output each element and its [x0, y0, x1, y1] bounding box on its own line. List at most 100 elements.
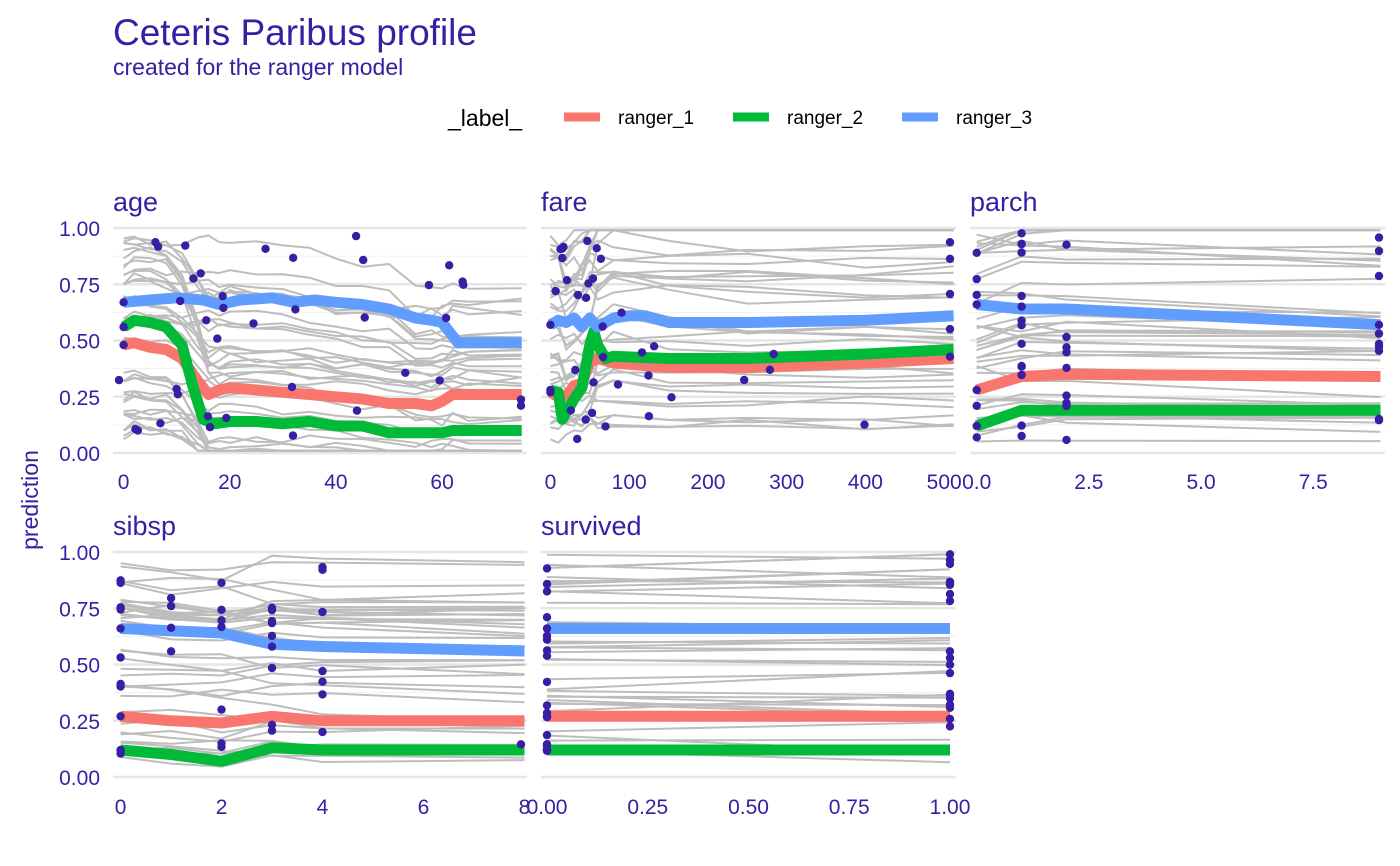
observation-point — [116, 653, 125, 662]
profile-line — [976, 329, 1381, 352]
observation-point — [945, 700, 955, 709]
profile-line — [550, 229, 954, 258]
observation-point — [740, 375, 749, 385]
observation-point — [581, 415, 590, 424]
profile-line — [120, 754, 525, 768]
observation-point-ranger_2 — [116, 745, 125, 755]
profile-line — [546, 553, 951, 569]
observation-point — [583, 236, 592, 246]
observation-point — [1062, 401, 1071, 411]
panel-survived: survived 0.00 0.25 0.50 0.75 1.00 — [527, 511, 971, 819]
x-tick-label: 0.00 — [527, 796, 568, 819]
observation-point — [945, 254, 955, 263]
observation-point — [972, 274, 981, 284]
observation-point — [181, 241, 190, 250]
profile-line — [546, 563, 951, 579]
observation-point — [644, 412, 654, 421]
observation-point — [249, 319, 258, 328]
series-ranger_1 — [120, 710, 525, 729]
observation-point — [1062, 435, 1071, 445]
observation-point — [558, 253, 567, 263]
observation-point — [589, 378, 598, 387]
observation-point — [287, 382, 297, 392]
observation-point — [267, 663, 277, 673]
observation-point — [222, 413, 231, 423]
profile-line — [123, 277, 522, 341]
x-tick-label: 5.0 — [1186, 471, 1215, 494]
observation-point — [318, 690, 327, 699]
observation-point — [189, 274, 198, 283]
profile-line — [123, 294, 522, 364]
observation-point — [116, 679, 125, 689]
y-axis-title: prediction — [17, 450, 43, 550]
profile-line — [549, 251, 954, 296]
observation-point — [945, 653, 955, 663]
profile-line — [120, 657, 525, 673]
background-profiles — [546, 553, 951, 764]
observation-point — [202, 316, 211, 325]
observation-point — [945, 589, 955, 599]
profile-line — [546, 601, 951, 606]
profile-line — [976, 260, 1381, 280]
observation-point — [151, 238, 160, 247]
observation-point — [542, 740, 552, 749]
observation-point — [592, 244, 601, 253]
observation-point — [516, 401, 526, 410]
panel-title-parch: parch — [970, 187, 1038, 217]
observation-point — [945, 660, 955, 669]
profile-line — [976, 277, 1381, 305]
legend-title: _label_ — [447, 105, 523, 131]
observation-point — [972, 248, 981, 257]
observation-point — [1017, 339, 1026, 348]
series-ranger_2 — [120, 314, 522, 439]
profile-line — [546, 553, 951, 560]
observation-point — [542, 730, 552, 740]
observation-point — [1374, 342, 1384, 351]
profile-line — [120, 659, 525, 677]
observation-point — [1374, 329, 1384, 338]
series-ranger_1 — [547, 353, 954, 403]
observation-point — [542, 677, 552, 687]
profile-line — [546, 738, 951, 742]
profile-line — [976, 294, 1381, 315]
observation-point — [598, 352, 608, 362]
profile-line — [546, 590, 951, 605]
profile-line — [120, 724, 525, 743]
x-tick-label: 40 — [324, 471, 347, 494]
observation-point — [945, 722, 955, 731]
observation-point — [587, 408, 597, 418]
observation-point — [649, 342, 659, 351]
y-tick-label: 0.75 — [59, 598, 100, 621]
x-tick-label: 0 — [118, 471, 130, 494]
profile-line — [123, 369, 522, 427]
observation-point-ranger_3 — [972, 300, 981, 309]
observation-point — [291, 305, 300, 314]
series-ranger_3 — [976, 299, 1381, 331]
observation-point-ranger_1 — [972, 385, 981, 395]
profile-line — [546, 670, 951, 691]
observation-point — [288, 431, 298, 440]
profile-line — [120, 607, 525, 620]
observation-point-ranger_1 — [119, 340, 128, 350]
observation-point — [562, 276, 572, 285]
observation-point — [116, 604, 125, 613]
observation-points — [542, 550, 955, 755]
observation-point — [441, 313, 451, 323]
observation-point — [1017, 370, 1026, 380]
series-ranger_2 — [120, 742, 525, 767]
observation-point — [584, 279, 593, 288]
x-tick-label: 1.00 — [930, 796, 971, 819]
x-tick-label: 4 — [317, 796, 329, 819]
observation-point — [769, 349, 778, 359]
profile-line — [120, 561, 525, 572]
profile-line — [120, 604, 525, 624]
series-ranger_3 — [123, 292, 522, 349]
y-tick-label: 0.00 — [59, 767, 100, 790]
y-tick-label: 0.50 — [59, 331, 100, 354]
observation-point — [571, 365, 580, 375]
series-ranger_1 — [122, 337, 522, 412]
observation-point — [289, 253, 298, 262]
observation-point-ranger_3 — [119, 298, 128, 307]
observation-point — [1017, 291, 1026, 301]
profile-line — [546, 582, 951, 593]
